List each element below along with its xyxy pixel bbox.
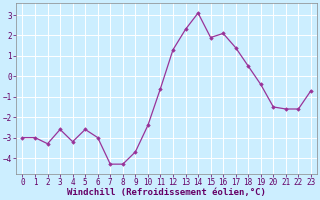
X-axis label: Windchill (Refroidissement éolien,°C): Windchill (Refroidissement éolien,°C) bbox=[67, 188, 266, 197]
